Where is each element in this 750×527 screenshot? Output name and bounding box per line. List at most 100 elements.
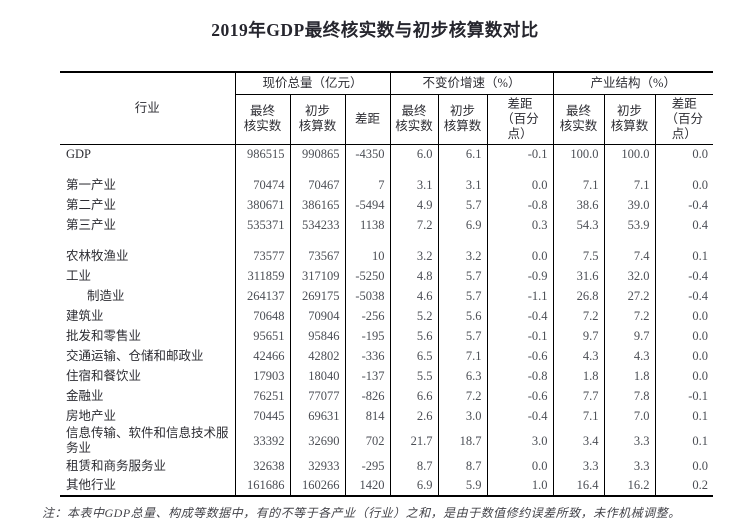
value-cell: 990865 <box>289 144 345 164</box>
subcol-header: 差距 <box>344 94 390 145</box>
value-cell: 534233 <box>289 215 345 235</box>
value-cell: 32933 <box>289 456 345 476</box>
subcol-header: 最终 核实数 <box>389 94 438 145</box>
value-cell: -5038 <box>344 286 390 306</box>
industry-label-cell: 第一产业 <box>66 177 117 192</box>
group-header-industry-structure: 产业结构（%） <box>552 72 714 95</box>
value-cell: 16.4 <box>552 476 605 496</box>
value-cell: 77077 <box>289 386 345 406</box>
gdp-comparison-table: 行业 现价总量（亿元） 不变价增速（%） 产业结构（%） 最终 核实数 初步 核… <box>60 71 714 497</box>
value-cell: 6.6 <box>389 386 438 406</box>
group-header-current-price: 现价总量（亿元） <box>234 72 390 95</box>
value-cell: -0.9 <box>486 266 554 286</box>
value-cell: 1.8 <box>603 366 656 386</box>
value-cell: 3.1 <box>437 175 487 195</box>
value-cell: 7.1 <box>552 175 605 195</box>
value-cell: 5.7 <box>437 195 487 215</box>
value-cell: 32638 <box>234 456 290 476</box>
value-cell: -5494 <box>344 195 390 215</box>
value-cell: -0.4 <box>486 306 554 326</box>
table-row: 第一产业 70474 70467 7 3.1 3.1 0.0 7.1 7.1 0… <box>60 175 714 195</box>
industry-label-cell: 建筑业 <box>66 308 104 323</box>
table-row: 住宿和餐饮业 17903 18040 -137 5.5 6.3 -0.8 1.8… <box>60 366 714 386</box>
industry-label-cell: 交通运输、仓储和邮政业 <box>66 348 204 363</box>
industry-label-cell: 住宿和餐饮业 <box>66 368 142 383</box>
value-cell: 53.9 <box>603 215 656 235</box>
value-cell: 5.2 <box>389 306 438 326</box>
value-cell: 27.2 <box>603 286 656 306</box>
value-cell: -195 <box>344 326 390 346</box>
spacer-cell <box>60 235 235 246</box>
value-cell: -0.8 <box>486 195 554 215</box>
value-cell: 3.1 <box>389 175 438 195</box>
value-cell: 33392 <box>234 426 290 456</box>
value-cell: 42466 <box>234 346 290 366</box>
spacer-cell <box>603 235 656 246</box>
value-cell: 100.0 <box>552 144 605 164</box>
spacer-cell <box>437 235 487 246</box>
value-cell: 0.1 <box>654 426 714 456</box>
value-cell: -4350 <box>344 144 390 164</box>
value-cell: 814 <box>344 406 390 426</box>
value-cell: 0.1 <box>654 246 714 266</box>
industry-label-cell: 制造业 <box>87 288 125 303</box>
spacer-cell <box>552 235 605 246</box>
spacer-cell <box>60 164 235 175</box>
value-cell: 7.1 <box>552 406 605 426</box>
industry-label-cell: 批发和零售业 <box>66 328 142 343</box>
value-cell: -0.1 <box>486 144 554 164</box>
value-cell: 3.3 <box>603 456 656 476</box>
spacer-cell <box>552 164 605 175</box>
value-cell: 7.1 <box>603 175 656 195</box>
value-cell: 0.2 <box>654 476 714 496</box>
value-cell: 0.0 <box>654 346 714 366</box>
industry-label-cell: 工业 <box>66 268 92 283</box>
value-cell: 38.6 <box>552 195 605 215</box>
value-cell: 31.6 <box>552 266 605 286</box>
value-cell: 0.0 <box>486 456 554 476</box>
value-cell: 4.3 <box>603 346 656 366</box>
value-cell: 6.3 <box>437 366 487 386</box>
value-cell: 7 <box>344 175 390 195</box>
value-cell: 4.9 <box>389 195 438 215</box>
value-cell: 386165 <box>289 195 345 215</box>
value-cell: 8.7 <box>389 456 438 476</box>
page-title: 2019年GDP最终核实数与初步核算数对比 <box>211 20 539 40</box>
value-cell: 317109 <box>289 266 345 286</box>
table-row: 第三产业 535371 534233 1138 7.2 6.9 0.3 54.3… <box>60 215 714 235</box>
spacer-cell <box>486 235 554 246</box>
value-cell: 380671 <box>234 195 290 215</box>
value-cell: 6.1 <box>437 144 487 164</box>
value-cell: -0.8 <box>486 366 554 386</box>
value-cell: 7.7 <box>552 386 605 406</box>
spacer-cell <box>234 164 290 175</box>
value-cell: 0.0 <box>654 366 714 386</box>
table-row: 租赁和商务服务业 32638 32933 -295 8.7 8.7 0.0 3.… <box>60 456 714 476</box>
spacer-cell <box>437 164 487 175</box>
value-cell: 54.3 <box>552 215 605 235</box>
subcol-header: 差距 （百分 点） <box>654 94 714 145</box>
value-cell: 7.2 <box>552 306 605 326</box>
industry-label-cell: GDP <box>66 146 92 161</box>
value-cell: 5.9 <box>437 476 487 496</box>
spacer-cell <box>344 235 390 246</box>
table-row: 交通运输、仓储和邮政业 42466 42802 -336 6.5 7.1 -0.… <box>60 346 714 366</box>
industry-label-cell: 信息传输、软件和信息技术服务业 <box>66 426 229 455</box>
value-cell: 0.0 <box>486 246 554 266</box>
value-cell: 6.9 <box>389 476 438 496</box>
value-cell: 32.0 <box>603 266 656 286</box>
value-cell: -0.1 <box>486 326 554 346</box>
table-body: GDP 986515 990865 -4350 6.0 6.1 -0.1 100… <box>60 144 714 496</box>
table-row: 其他行业 161686 160266 1420 6.9 5.9 1.0 16.4… <box>60 476 714 496</box>
value-cell: 7.2 <box>603 306 656 326</box>
value-cell: 269175 <box>289 286 345 306</box>
table-row: 工业 311859 317109 -5250 4.8 5.7 -0.9 31.6… <box>60 266 714 286</box>
table-row: GDP 986515 990865 -4350 6.0 6.1 -0.1 100… <box>60 144 714 164</box>
value-cell: 70474 <box>234 175 290 195</box>
value-cell: 311859 <box>234 266 290 286</box>
value-cell: 5.7 <box>437 266 487 286</box>
value-cell: 3.3 <box>603 426 656 456</box>
value-cell: 6.0 <box>389 144 438 164</box>
value-cell: 3.2 <box>437 246 487 266</box>
value-cell: -0.4 <box>654 195 714 215</box>
